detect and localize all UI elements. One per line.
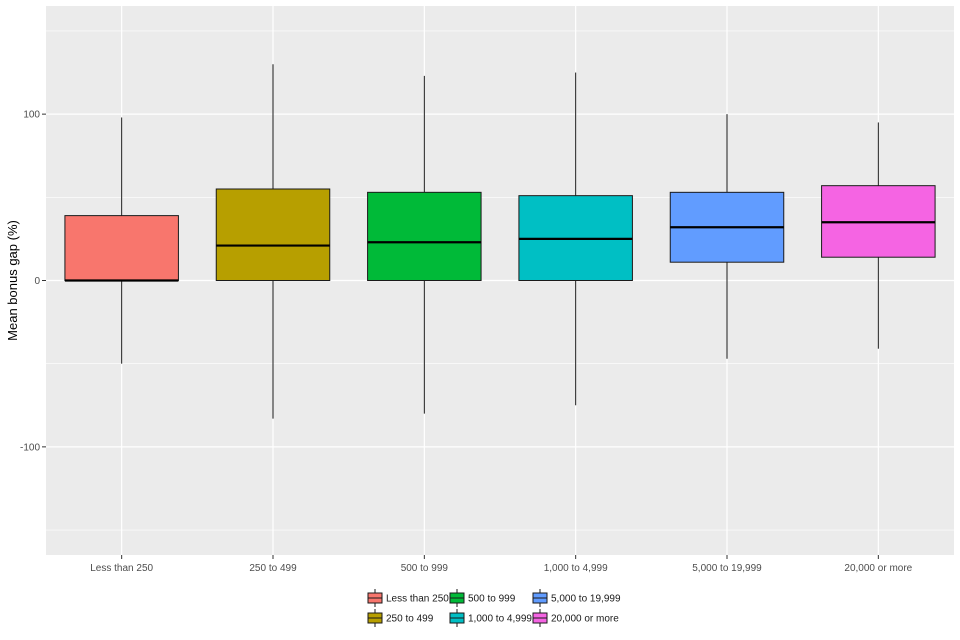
x-tick-label: 250 to 499 — [249, 563, 297, 574]
iqr-box — [64, 215, 179, 281]
box-1 — [64, 117, 179, 364]
x-tick-label: Less than 250 — [90, 563, 153, 574]
box-5 — [669, 114, 785, 359]
y-tick-label: 0 — [34, 276, 40, 287]
box-2 — [215, 64, 331, 419]
legend-label: 20,000 or more — [551, 614, 619, 625]
legend-item: 500 to 999 — [449, 589, 516, 607]
legend-item: 5,000 to 19,999 — [532, 589, 621, 607]
x-tick-label: 1,000 to 4,999 — [544, 563, 608, 574]
box-3 — [367, 75, 482, 414]
x-tick-label: 500 to 999 — [401, 563, 449, 574]
box-6 — [821, 122, 936, 349]
y-tick-label: 100 — [23, 110, 40, 121]
boxes-layer — [64, 64, 936, 419]
legend-item: 250 to 499 — [367, 609, 434, 627]
y-axis-ticks: -100 0 100 — [20, 110, 46, 453]
x-tick-label: 5,000 to 19,999 — [692, 563, 762, 574]
y-axis-title: Mean bonus gap (%) — [5, 220, 20, 341]
legend-item: Less than 250 — [367, 589, 449, 607]
iqr-box — [215, 188, 331, 281]
legend-label: 1,000 to 4,999 — [468, 614, 532, 625]
legend-label: 500 to 999 — [468, 594, 516, 605]
legend-item: 20,000 or more — [532, 609, 619, 627]
legend-label: Less than 250 — [386, 594, 449, 605]
y-tick-label: -100 — [20, 442, 40, 453]
legend: Less than 250 250 to 499 500 to 999 1,000 t… — [367, 589, 621, 627]
legend-item: 1,000 to 4,999 — [449, 609, 532, 627]
legend-label: 5,000 to 19,999 — [551, 594, 621, 605]
x-tick-label: 20,000 or more — [844, 563, 912, 574]
iqr-box — [367, 191, 482, 281]
box-4 — [518, 72, 633, 406]
x-axis-ticks: Less than 250 250 to 499 500 to 999 1,000 t… — [90, 555, 913, 574]
legend-label: 250 to 499 — [386, 614, 434, 625]
minor-gridlines — [46, 30, 954, 531]
